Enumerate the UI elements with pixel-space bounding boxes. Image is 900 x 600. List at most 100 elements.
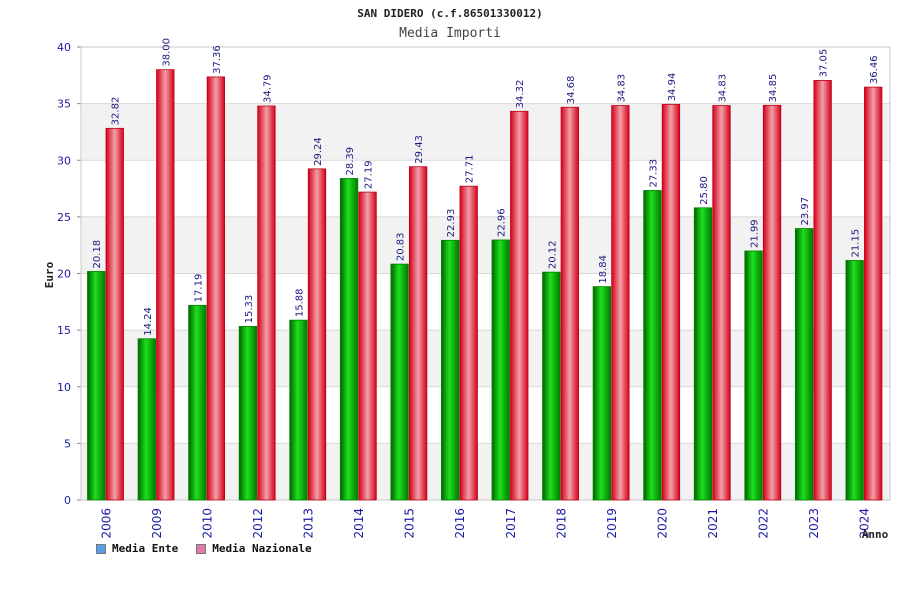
bar-media-nazionale [560,106,579,501]
x-tick-label: 2022 [757,508,771,539]
y-tick-label: 40 [57,41,71,54]
bar-media-nazionale [510,110,529,501]
bar-media-ente [744,250,763,501]
x-axis-label: Anno [862,528,889,541]
bar-media-nazionale [864,86,883,501]
bar-media-nazionale [762,104,782,501]
bar-media-ente [87,271,106,501]
data-label-media-ente: 20.18 [92,240,103,269]
y-tick-label: 20 [57,268,71,281]
legend-label-ente: Media Ente [112,542,179,555]
data-label-media-ente: 28.39 [345,147,356,176]
data-label-media-ente: 23.97 [800,197,811,226]
data-label-media-nazionale: 34.83 [718,74,729,103]
data-label-media-ente: 17.19 [193,274,204,303]
bar-media-ente [643,190,662,501]
legend-item-ente: Media Ente [96,542,178,555]
x-tick-label: 2009 [150,508,164,539]
x-tick-label: 2014 [352,508,366,539]
data-label-media-nazionale: 37.36 [212,45,223,74]
plot-frame [80,46,891,501]
legend-item-nazionale: Media Nazionale [196,542,312,555]
data-label-media-ente: 22.93 [446,209,457,238]
x-tick-label: 2006 [99,508,113,539]
bar-media-nazionale [459,185,478,501]
data-label-media-nazionale: 34.94 [667,73,678,102]
bar-media-nazionale [156,69,175,501]
data-label-media-nazionale: 32.82 [111,97,122,126]
bar-media-nazionale [813,80,832,501]
x-tick-label: 2021 [706,508,720,539]
x-tick-label: 2010 [200,508,214,539]
bar-media-ente [542,271,561,501]
y-tick-label: 35 [57,98,71,111]
bar-media-ente [491,239,510,501]
bar-media-nazionale [105,127,124,501]
data-label-media-ente: 18.84 [598,255,609,284]
bar-media-nazionale [206,76,226,501]
x-tick-label: 2012 [251,508,265,539]
bar-media-ente [441,239,460,501]
data-label-media-nazionale: 34.85 [768,74,779,103]
bar-media-nazionale [712,105,731,501]
legend-label-nazionale: Media Nazionale [212,542,312,555]
data-label-media-ente: 27.33 [648,159,659,188]
y-axis-label: Euro [43,261,56,288]
data-label-media-ente: 21.99 [750,219,761,248]
bar-media-ente [794,228,814,501]
x-tick-label: 2019 [605,508,619,539]
bar-media-nazionale [408,166,428,501]
data-label-media-nazionale: 27.71 [465,155,476,184]
data-label-media-nazionale: 29.24 [313,137,324,166]
y-tick-label: 0 [64,494,71,507]
y-tick-label: 25 [57,211,71,224]
data-label-media-ente: 15.33 [244,295,255,324]
y-tick-label: 5 [64,437,71,450]
data-label-media-nazionale: 34.79 [262,74,273,103]
bar-media-ente [188,304,207,501]
bar-media-ente [592,286,612,501]
legend: Media Ente Media Nazionale [96,542,312,555]
data-label-media-nazionale: 27.19 [364,160,375,189]
bar-media-nazionale [358,191,377,501]
x-tick-label: 2024 [858,508,872,539]
data-label-media-ente: 15.88 [295,289,306,318]
bar-media-ente [289,319,308,501]
plot-area: 0 5 10 15 20 25 30 35 40 20.18 32.82 2006 14.24 38.00… [57,38,891,539]
data-label-media-ente: 20.12 [547,241,558,270]
x-tick-label: 2020 [655,508,669,539]
x-tick-label: 2018 [554,508,568,539]
data-label-media-nazionale: 34.83 [616,74,627,103]
y-tick-label: 15 [57,324,71,337]
data-label-media-ente: 20.83 [396,232,407,261]
bar-media-ente [238,325,258,501]
x-tick-label: 2017 [504,508,518,539]
bar-media-ente [693,207,713,501]
x-tick-label: 2015 [403,508,417,539]
data-label-media-nazionale: 38.00 [161,38,172,67]
x-tick-label: 2016 [453,508,467,539]
data-label-media-nazionale: 29.43 [414,135,425,164]
data-label-media-nazionale: 34.68 [566,76,577,105]
x-tick-label: 2013 [302,508,316,539]
bar-media-nazionale [307,168,327,501]
data-label-media-ente: 14.24 [143,307,154,336]
data-label-media-ente: 21.15 [851,229,862,258]
y-tick-label: 30 [57,154,71,167]
x-tick-label: 2023 [807,508,821,539]
chart-subtitle: Media Importi [399,26,501,41]
bar-media-nazionale [611,105,630,501]
bar-media-ente [339,178,359,501]
data-label-media-ente: 22.96 [497,208,508,237]
legend-swatch-nazionale [196,543,207,554]
bar-media-ente [845,260,864,501]
data-label-media-ente: 25.80 [699,176,710,205]
y-tick-label: 10 [57,381,71,394]
bar-media-ente [390,263,409,501]
data-label-media-nazionale: 36.46 [869,55,880,84]
bar-media-nazionale [661,103,681,501]
bar-media-ente [137,338,156,501]
bar-media-nazionale [257,105,276,501]
data-label-media-nazionale: 34.32 [515,80,526,109]
